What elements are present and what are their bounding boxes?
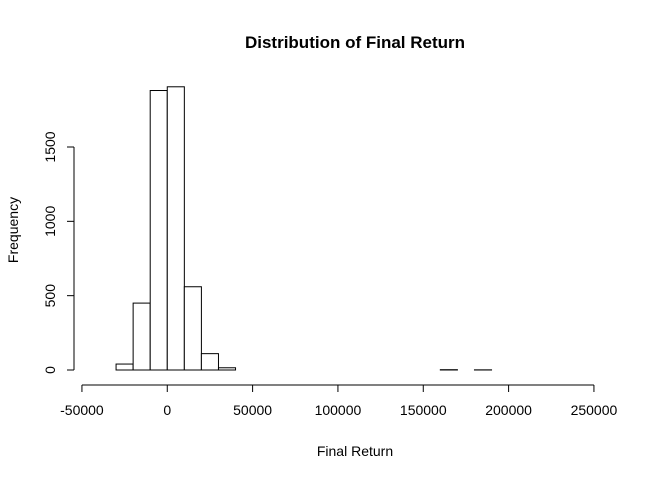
histogram-bar-4 bbox=[166, 86, 185, 371]
x-axis-label: Final Return bbox=[317, 443, 393, 459]
histogram-bar-5 bbox=[183, 286, 202, 371]
y-tick-label: 500 bbox=[42, 284, 58, 308]
x-tick-label: 0 bbox=[163, 402, 171, 418]
histogram-bar-2 bbox=[132, 302, 151, 371]
chart-title: Distribution of Final Return bbox=[245, 33, 465, 52]
x-tick-label: 50000 bbox=[233, 402, 272, 418]
x-axis: -50000 0 50000 100000 150000 200000 250000 bbox=[60, 384, 618, 418]
histogram-bar-7 bbox=[217, 367, 237, 371]
y-axis: 0 500 1000 1500 bbox=[42, 131, 75, 374]
histogram-bar-3 bbox=[149, 90, 168, 371]
x-tick-label: -50000 bbox=[60, 402, 104, 418]
x-tick-label: 250000 bbox=[571, 402, 618, 418]
x-tick-label: 150000 bbox=[400, 402, 447, 418]
histogram-bar-1 bbox=[115, 363, 134, 371]
y-tick-label: 1000 bbox=[42, 206, 58, 237]
histogram-bar-6 bbox=[200, 353, 219, 371]
y-axis-label: Frequency bbox=[5, 197, 21, 263]
histogram-bars bbox=[115, 86, 493, 371]
y-tick-label: 1500 bbox=[42, 131, 58, 162]
x-tick-label: 100000 bbox=[315, 402, 362, 418]
y-tick-label: 0 bbox=[42, 366, 58, 374]
x-tick-label: 200000 bbox=[485, 402, 532, 418]
